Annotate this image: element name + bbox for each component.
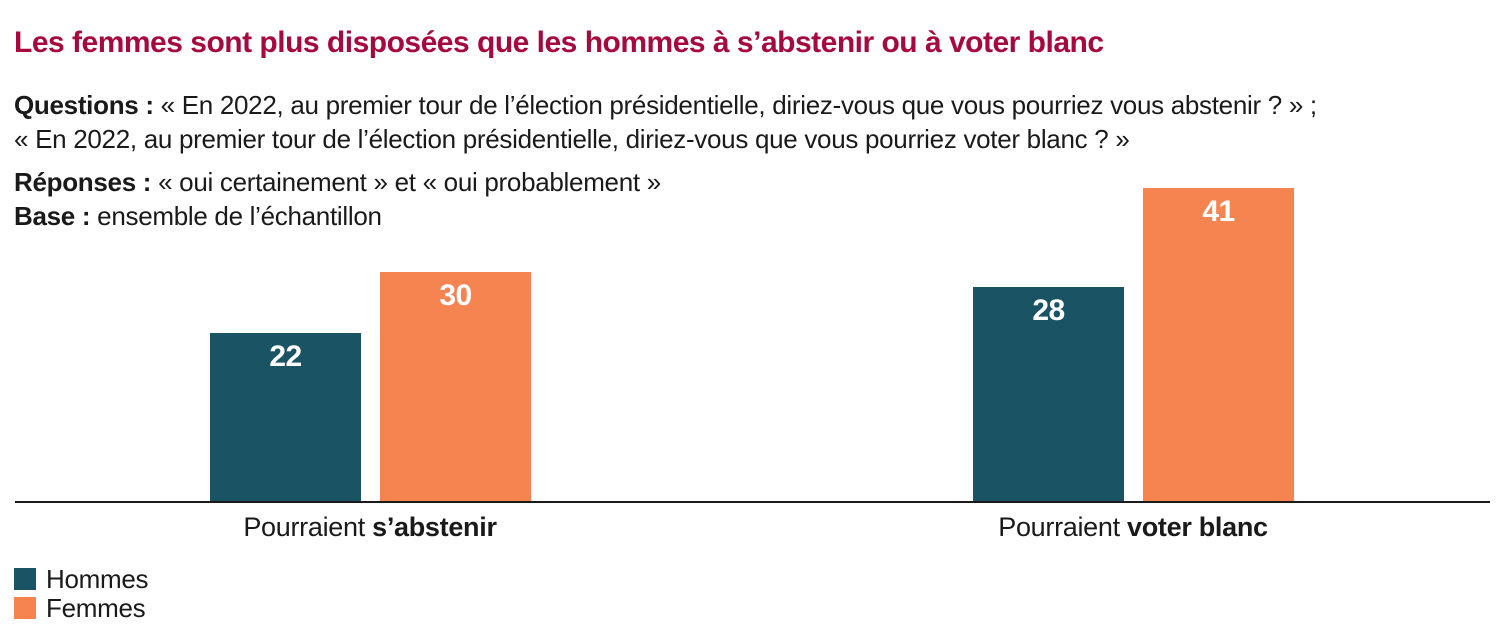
category-bold: voter blanc bbox=[1127, 512, 1268, 542]
femmes-color-swatch bbox=[14, 597, 36, 619]
bar-hommes-abstenir: 22 bbox=[210, 333, 361, 501]
category-label-abstenir: Pourraient s’abstenir bbox=[160, 512, 580, 543]
bar-chart: 22 30 28 41 bbox=[0, 188, 1499, 503]
base-text: Base : ensemble de l’échantillon bbox=[14, 199, 382, 233]
x-axis-line bbox=[15, 501, 1490, 503]
category-label-voter-blanc: Pourraient voter blanc bbox=[923, 512, 1343, 543]
responses-value: « oui certainement » et « oui probableme… bbox=[151, 167, 661, 197]
responses-text: Réponses : « oui certainement » et « oui… bbox=[14, 165, 661, 199]
legend-item-femmes: Femmes bbox=[14, 593, 148, 623]
legend-label: Hommes bbox=[46, 563, 149, 594]
hommes-color-swatch bbox=[14, 568, 36, 590]
bar-value-label: 28 bbox=[1032, 294, 1065, 327]
responses-label: Réponses : bbox=[14, 167, 152, 197]
questions-line1: « En 2022, au premier tour de l’élection… bbox=[153, 90, 1318, 120]
questions-line2: « En 2022, au premier tour de l’élection… bbox=[14, 124, 1130, 154]
questions-label: Questions : bbox=[14, 90, 154, 120]
category-bold: s’abstenir bbox=[372, 512, 497, 542]
legend: Hommes Femmes bbox=[14, 564, 149, 623]
base-value: ensemble de l’échantillon bbox=[90, 201, 382, 231]
category-normal: Pourraient bbox=[243, 512, 373, 542]
bar-femmes-voter-blanc: 41 bbox=[1143, 188, 1294, 501]
bar-value-label: 30 bbox=[439, 279, 472, 312]
legend-item-hommes: Hommes bbox=[14, 564, 149, 594]
questions-text: Questions : « En 2022, au premier tour d… bbox=[14, 88, 1317, 156]
bar-value-label: 41 bbox=[1202, 195, 1235, 228]
bar-hommes-voter-blanc: 28 bbox=[973, 287, 1124, 501]
category-normal: Pourraient bbox=[998, 512, 1128, 542]
legend-label: Femmes bbox=[46, 592, 146, 623]
page-title: Les femmes sont plus disposées que les h… bbox=[14, 26, 1104, 60]
bar-value-label: 22 bbox=[269, 340, 302, 373]
base-label: Base : bbox=[14, 201, 91, 231]
bar-femmes-abstenir: 30 bbox=[380, 272, 531, 501]
